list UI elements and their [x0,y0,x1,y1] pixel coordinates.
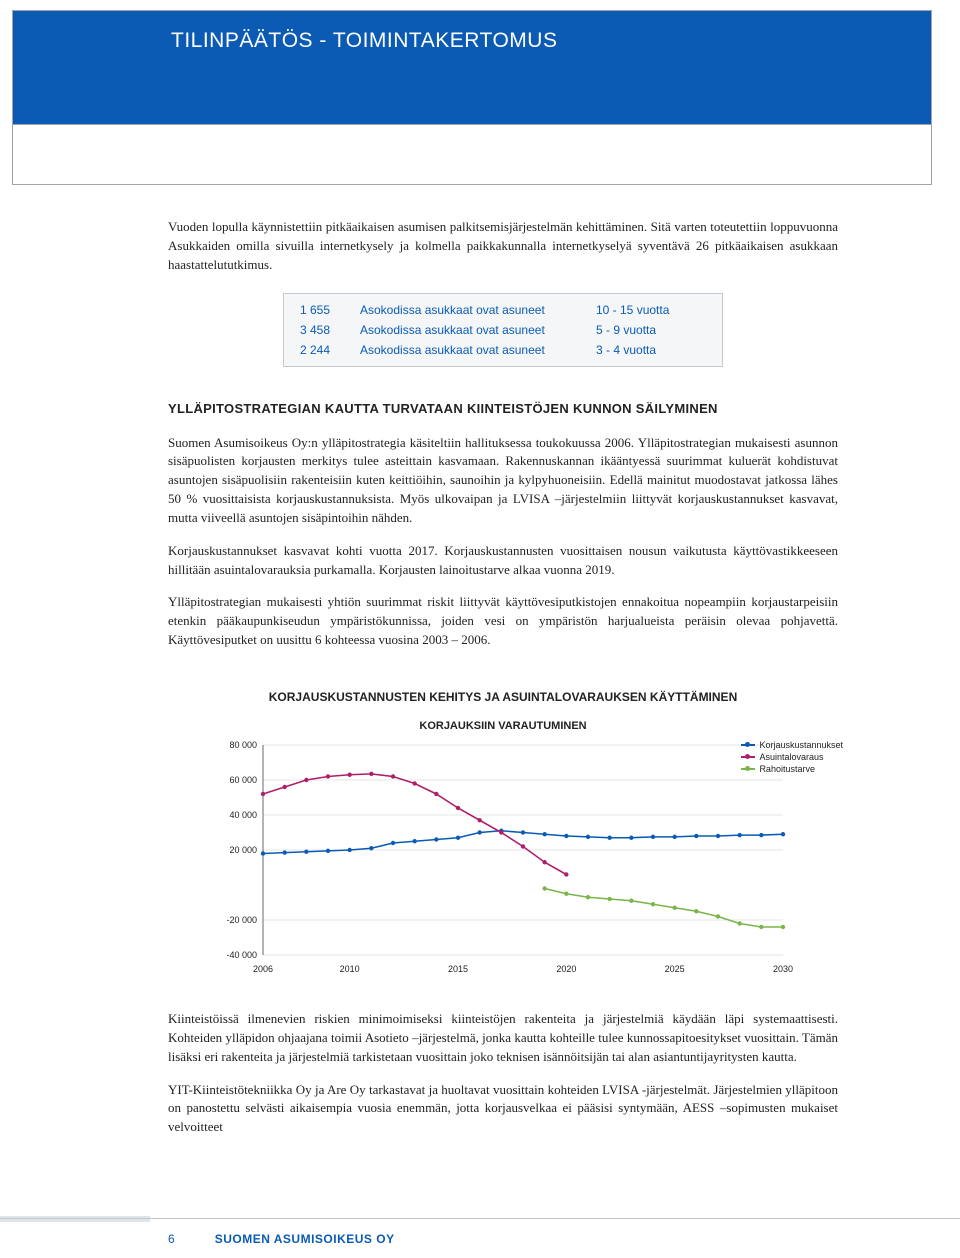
legend-swatch [741,756,755,758]
legend-item: Rahoitustarve [741,764,843,774]
desc-cell: Asokodissa asukkaat ovat asuneet [360,323,596,337]
svg-text:-20 000: -20 000 [226,915,257,925]
svg-text:2015: 2015 [448,964,468,974]
desc-cell: Asokodissa asukkaat ovat asuneet [360,343,596,357]
count-cell: 2 244 [300,343,360,357]
resident-duration-table: 1 655 Asokodissa asukkaat ovat asuneet 1… [283,293,723,367]
svg-text:60 000: 60 000 [229,775,257,785]
legend-swatch [741,744,755,746]
table-row: 2 244 Asokodissa asukkaat ovat asuneet 3… [284,340,722,360]
legend-item: Korjauskustannukset [741,740,843,750]
section-heading: YLLÄPITOSTRATEGIAN KAUTTA TURVATAAN KIIN… [168,401,838,416]
desc-cell: Asokodissa asukkaat ovat asuneet [360,303,596,317]
count-cell: 1 655 [300,303,360,317]
legend-label: Korjauskustannukset [759,740,843,750]
closing-paragraph: Kiinteistöissä ilmenevien riskien minimo… [168,1010,838,1067]
header-title: TILINPÄÄTÖS - TOIMINTAKERTOMUS [171,29,891,53]
range-cell: 5 - 9 vuotta [596,323,706,337]
main-paragraph: Korjauskustannukset kasvavat kohti vuott… [168,542,838,580]
legend-label: Rahoitustarve [759,764,815,774]
chart-subtitle: KORJAUKSIIN VARAUTUMINEN [213,720,793,732]
header-banner: TILINPÄÄTÖS - TOIMINTAKERTOMUS [12,10,932,125]
svg-text:2025: 2025 [665,964,685,974]
closing-paragraph: YIT-Kiinteistötekniikka Oy ja Are Oy tar… [168,1081,838,1138]
page-footer: 6 SUOMEN ASUMISOIKEUS OY [0,1218,960,1258]
count-cell: 3 458 [300,323,360,337]
document-page: TILINPÄÄTÖS - TOIMINTAKERTOMUS Vuoden lo… [0,0,960,1258]
table-row: 1 655 Asokodissa asukkaat ovat asuneet 1… [284,300,722,320]
table-row: 3 458 Asokodissa asukkaat ovat asuneet 5… [284,320,722,340]
chart-title: KORJAUSKUSTANNUSTEN KEHITYS JA ASUINTALO… [168,690,838,704]
line-chart: -40 000 -20 000 20 000 40 000 60 000 80 000 20… [213,720,793,980]
svg-text:2010: 2010 [340,964,360,974]
svg-text:2030: 2030 [773,964,793,974]
intro-paragraph: Vuoden lopulla käynnistettiin pitkäaikai… [168,218,838,275]
main-paragraph: Ylläpitostrategian mukaisesti yhtiön suu… [168,593,838,650]
content-area: Vuoden lopulla käynnistettiin pitkäaikai… [168,218,838,1151]
svg-text:40 000: 40 000 [229,810,257,820]
chart-legend: Korjauskustannukset Asuintalovaraus Raho… [741,740,843,776]
range-cell: 3 - 4 vuotta [596,343,706,357]
svg-text:2006: 2006 [253,964,273,974]
range-cell: 10 - 15 vuotta [596,303,706,317]
legend-label: Asuintalovaraus [759,752,823,762]
svg-text:-40 000: -40 000 [226,950,257,960]
chart-container: KORJAUKSIIN VARAUTUMINEN -40 000 -20 000 2… [213,720,793,980]
svg-text:2020: 2020 [556,964,576,974]
main-paragraph: Suomen Asumisoikeus Oy:n ylläpitostrateg… [168,434,838,528]
svg-text:20 000: 20 000 [229,845,257,855]
svg-text:80 000: 80 000 [229,740,257,750]
legend-swatch [741,768,755,770]
legend-item: Asuintalovaraus [741,752,843,762]
page-number: 6 [168,1232,175,1246]
footer-brand: SUOMEN ASUMISOIKEUS OY [215,1232,395,1246]
cost-chart-block: KORJAUSKUSTANNUSTEN KEHITYS JA ASUINTALO… [168,690,838,980]
